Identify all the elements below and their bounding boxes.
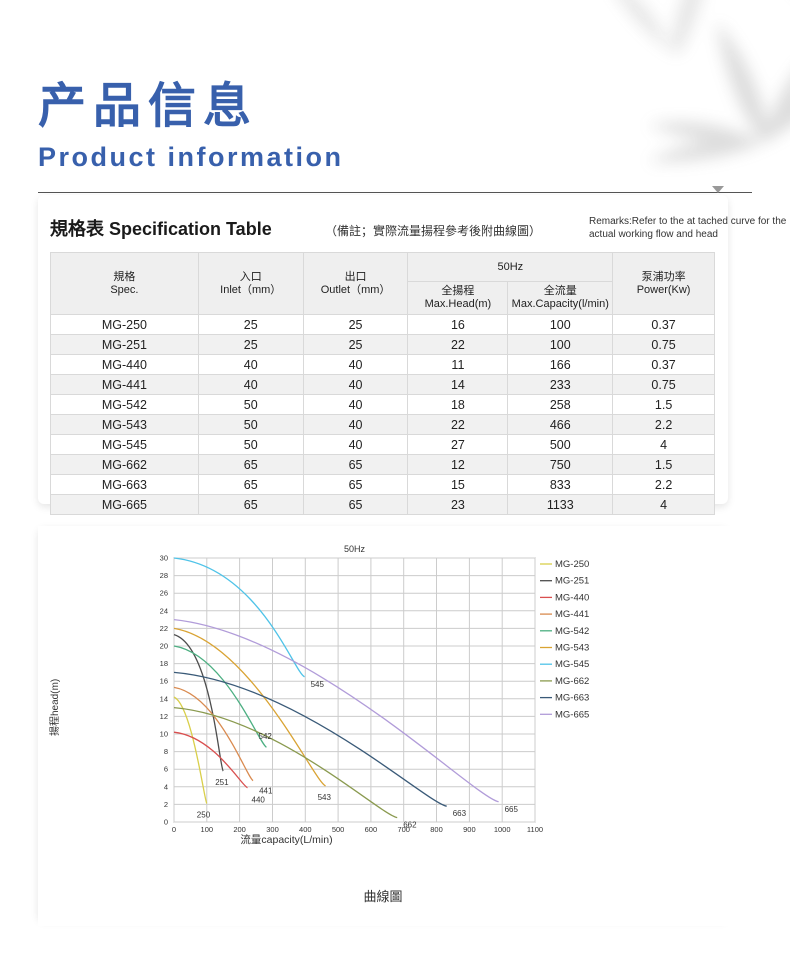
- svg-text:MG-542: MG-542: [555, 626, 589, 637]
- svg-text:30: 30: [160, 554, 168, 563]
- svg-text:MG-251: MG-251: [555, 576, 589, 587]
- svg-text:545: 545: [311, 680, 325, 689]
- svg-text:MG-545: MG-545: [555, 659, 589, 670]
- svg-text:MG-440: MG-440: [555, 592, 589, 603]
- svg-text:22: 22: [160, 624, 168, 633]
- svg-text:MG-663: MG-663: [555, 693, 589, 704]
- svg-text:542: 542: [259, 732, 273, 741]
- svg-text:MG-665: MG-665: [555, 709, 589, 720]
- svg-text:16: 16: [160, 677, 168, 686]
- svg-text:543: 543: [318, 793, 332, 802]
- svg-text:663: 663: [453, 809, 467, 818]
- svg-text:28: 28: [160, 571, 168, 580]
- svg-text:4: 4: [164, 782, 168, 791]
- svg-text:0: 0: [164, 818, 168, 827]
- svg-text:2: 2: [164, 800, 168, 809]
- svg-text:662: 662: [403, 821, 417, 830]
- svg-text:250: 250: [197, 811, 211, 820]
- svg-text:MG-543: MG-543: [555, 643, 589, 654]
- svg-text:18: 18: [160, 659, 168, 668]
- svg-text:665: 665: [505, 805, 519, 814]
- svg-text:6: 6: [164, 765, 168, 774]
- svg-text:26: 26: [160, 589, 168, 598]
- svg-text:441: 441: [259, 787, 273, 796]
- svg-text:MG-662: MG-662: [555, 676, 589, 687]
- svg-text:12: 12: [160, 712, 168, 721]
- svg-text:440: 440: [252, 796, 266, 805]
- svg-text:20: 20: [160, 642, 168, 651]
- svg-text:8: 8: [164, 747, 168, 756]
- svg-text:24: 24: [160, 606, 168, 615]
- svg-text:14: 14: [160, 694, 168, 703]
- svg-text:50Hz: 50Hz: [344, 544, 366, 554]
- svg-text:MG-441: MG-441: [555, 609, 589, 620]
- svg-text:MG-250: MG-250: [555, 559, 589, 570]
- svg-text:10: 10: [160, 730, 168, 739]
- svg-text:251: 251: [215, 778, 229, 787]
